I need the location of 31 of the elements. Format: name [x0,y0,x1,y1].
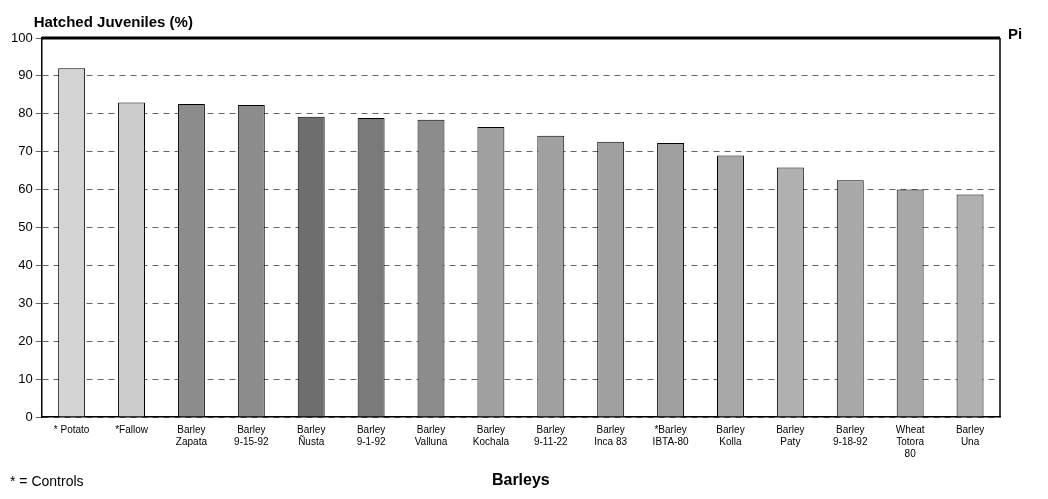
y-tick-label: 0 [25,408,33,424]
x-tick-label: Barley 9-15-92 [234,423,269,447]
y-tick-label: 100 [10,29,33,45]
x-tick-label: * Potato [53,423,90,435]
y-tick-label: 70 [18,143,33,159]
x-tick-label: Barley 9-1-92 [356,423,386,447]
x-axis-title: Barleys [491,471,550,489]
text: Pi [1008,24,1023,42]
x-tick-label: Barley Ñusta [297,423,326,447]
y-tick-label: 90 [18,67,33,83]
x-tick-label: Barley Valluna [414,423,448,447]
x-tick-label: *Fallow [115,423,149,435]
y-tick-label: 80 [18,105,33,121]
x-tick-label: *Barley IBTA-80 [652,423,689,447]
x-tick-label: Barley Inca 83 [594,423,628,447]
y-tick-label: 30 [18,294,33,310]
y-tick-label: 60 [18,181,33,197]
y-tick-label: 20 [18,332,33,348]
x-tick-label: Barley 9-18-92 [833,423,868,447]
y-axis-title: Hatched Juveniles (%) [33,12,193,30]
x-tick-label: Barley 9-11-22 [533,423,569,447]
y-tick-label: 10 [18,370,33,386]
x-tick-label: Barley Zapata [175,423,208,447]
y-tick-label: 50 [18,219,33,235]
x-tick-label: Barley Kochala [472,423,510,447]
x-tick-label: Wheat Totora 80 [895,423,925,459]
y-tick-label: 40 [18,256,33,272]
x-tick-label: Barley Una [955,423,985,447]
text: * = Controls [10,472,84,489]
x-tick-label: Barley Paty [776,423,805,447]
x-tick-label: Barley Kolla [716,423,745,447]
